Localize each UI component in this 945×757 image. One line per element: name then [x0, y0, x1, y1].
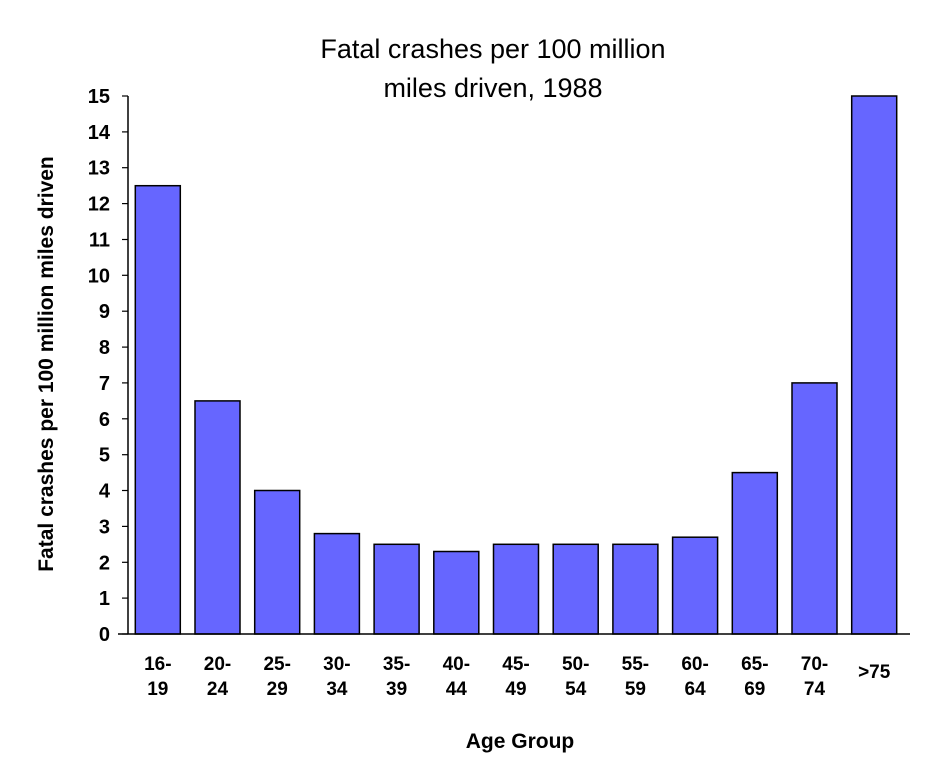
x-category-label-10: 65-69: [741, 654, 768, 700]
y-tick-label-10: 10: [88, 265, 110, 287]
y-tick-label-8: 8: [99, 337, 110, 359]
y-axis-label: Fatal crashes per 100 million miles driv…: [35, 156, 58, 572]
x-category-label-9: 60-64: [681, 654, 708, 700]
y-tick-label-4: 4: [99, 481, 111, 503]
x-category-label-4: 35-39: [383, 654, 410, 700]
bar-6: [492, 543, 540, 635]
y-tick-label-12: 12: [88, 194, 110, 216]
y-tick-label-6: 6: [99, 409, 110, 431]
bar-12: [850, 95, 898, 635]
x-axis-label: Age Group: [466, 730, 575, 753]
bar-10: [731, 471, 779, 635]
y-tick-label-0: 0: [99, 624, 110, 646]
bars-group: [134, 95, 898, 635]
y-tick-label-3: 3: [99, 516, 110, 538]
x-category-label-6: 45-49: [502, 654, 529, 700]
x-category-label-7: 50-54: [562, 654, 589, 700]
y-tick-label-2: 2: [99, 552, 110, 574]
bar-9: [671, 536, 719, 635]
y-tick-label-5: 5: [99, 445, 110, 467]
bar-8: [612, 543, 659, 635]
x-category-label-0: 16-19: [144, 654, 171, 700]
bar-7: [552, 543, 599, 635]
x-category-label-2: 25-29: [263, 654, 290, 700]
x-category-label-8: 55-59: [622, 654, 649, 700]
bar-1: [194, 400, 241, 635]
y-tick-label-15: 15: [88, 86, 110, 108]
bar-3: [313, 532, 361, 635]
y-tick-label-9: 9: [99, 301, 110, 323]
x-category-label-1: 20-24: [204, 654, 231, 700]
bar-2: [253, 489, 301, 635]
y-tick-label-14: 14: [88, 122, 111, 144]
x-category-label-3: 30-34: [323, 654, 350, 700]
bar-4: [373, 543, 420, 635]
y-tick-label-7: 7: [99, 373, 110, 395]
y-tick-label-13: 13: [88, 158, 110, 180]
bar-11: [791, 382, 838, 635]
x-category-label-11: 70-74: [801, 654, 828, 700]
bar-5: [433, 550, 480, 635]
chart-title-line-2: miles driven, 1988: [383, 73, 602, 103]
y-tick-label-11: 11: [89, 230, 110, 252]
x-category-label-12: >75: [858, 662, 891, 683]
chart-title-line-1: Fatal crashes per 100 million: [320, 34, 665, 64]
x-category-labels: 16-19 20-24 25-29 30-34 35-39 40-44 45-49 50-54…: [144, 654, 891, 700]
bar-0: [134, 184, 182, 635]
x-category-label-5: 40-44: [443, 654, 470, 700]
y-tick-label-1: 1: [99, 588, 110, 610]
